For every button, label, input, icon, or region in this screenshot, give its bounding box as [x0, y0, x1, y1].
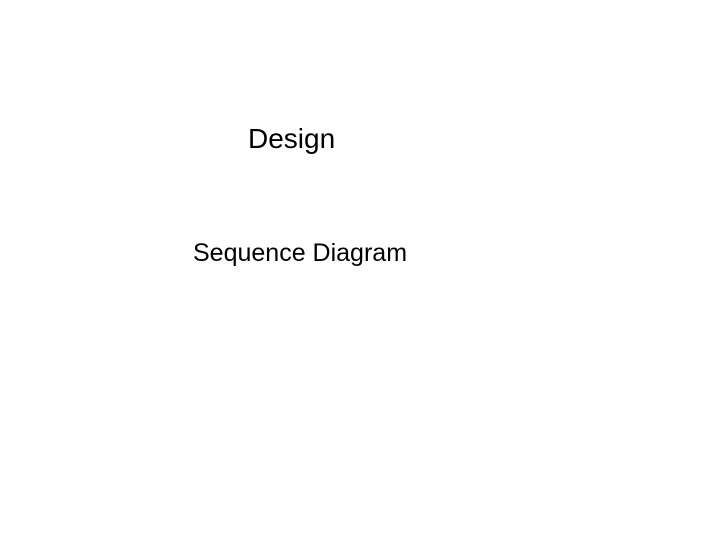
slide-subtitle: Sequence Diagram: [193, 239, 407, 268]
slide-title: Design: [248, 123, 335, 155]
